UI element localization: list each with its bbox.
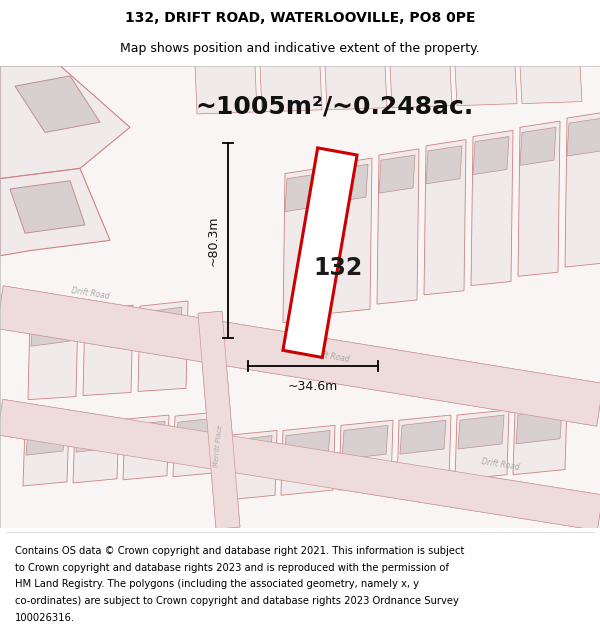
- Text: ~80.3m: ~80.3m: [207, 215, 220, 266]
- Polygon shape: [141, 307, 182, 338]
- Polygon shape: [15, 76, 100, 132]
- Polygon shape: [195, 66, 257, 114]
- Polygon shape: [83, 305, 133, 396]
- Polygon shape: [471, 131, 513, 286]
- Text: Map shows position and indicative extent of the property.: Map shows position and indicative extent…: [120, 42, 480, 55]
- Polygon shape: [520, 66, 582, 104]
- Polygon shape: [73, 418, 119, 483]
- Polygon shape: [516, 410, 562, 444]
- Polygon shape: [332, 164, 368, 202]
- Polygon shape: [28, 309, 78, 399]
- Polygon shape: [284, 431, 330, 464]
- Polygon shape: [455, 410, 509, 480]
- Polygon shape: [123, 415, 169, 480]
- Polygon shape: [518, 121, 560, 276]
- Text: HM Land Registry. The polygons (including the associated geometry, namely x, y: HM Land Registry. The polygons (includin…: [15, 579, 419, 589]
- Polygon shape: [281, 426, 335, 495]
- Polygon shape: [458, 415, 504, 449]
- Text: ~34.6m: ~34.6m: [288, 380, 338, 393]
- Polygon shape: [567, 118, 600, 156]
- Polygon shape: [198, 311, 240, 529]
- Text: Merritt Place: Merritt Place: [213, 424, 223, 468]
- Polygon shape: [176, 418, 215, 446]
- Polygon shape: [138, 301, 188, 391]
- Text: 100026316.: 100026316.: [15, 613, 75, 623]
- Text: Drift Road: Drift Road: [310, 349, 350, 364]
- Polygon shape: [0, 286, 600, 426]
- Polygon shape: [473, 136, 509, 174]
- Polygon shape: [86, 311, 127, 342]
- Polygon shape: [260, 66, 322, 112]
- Polygon shape: [513, 405, 567, 474]
- Polygon shape: [0, 399, 600, 531]
- Text: co-ordinates) are subject to Crown copyright and database rights 2023 Ordnance S: co-ordinates) are subject to Crown copyr…: [15, 596, 459, 606]
- Polygon shape: [342, 426, 388, 459]
- Polygon shape: [26, 428, 65, 455]
- Polygon shape: [339, 420, 393, 490]
- Polygon shape: [330, 158, 372, 313]
- Text: 132, DRIFT ROAD, WATERLOOVILLE, PO8 0PE: 132, DRIFT ROAD, WATERLOOVILLE, PO8 0PE: [125, 11, 475, 26]
- Text: Drift Road: Drift Road: [480, 457, 520, 472]
- Polygon shape: [397, 415, 451, 485]
- Polygon shape: [283, 168, 325, 322]
- Polygon shape: [285, 174, 321, 212]
- Polygon shape: [520, 127, 556, 166]
- Text: ~1005m²/~0.248ac.: ~1005m²/~0.248ac.: [195, 95, 473, 119]
- Polygon shape: [0, 168, 110, 256]
- Polygon shape: [23, 421, 69, 486]
- Text: Contains OS data © Crown copyright and database right 2021. This information is : Contains OS data © Crown copyright and d…: [15, 546, 464, 556]
- Polygon shape: [379, 155, 415, 193]
- Polygon shape: [424, 139, 466, 295]
- Polygon shape: [283, 148, 357, 358]
- Polygon shape: [76, 424, 115, 452]
- Polygon shape: [377, 149, 419, 304]
- Polygon shape: [223, 431, 277, 501]
- Polygon shape: [0, 286, 600, 426]
- Polygon shape: [455, 66, 517, 106]
- Polygon shape: [0, 66, 130, 179]
- Polygon shape: [173, 412, 219, 477]
- Polygon shape: [0, 399, 600, 531]
- Text: Drift Road: Drift Road: [70, 286, 110, 301]
- Polygon shape: [126, 421, 165, 449]
- Polygon shape: [31, 316, 72, 346]
- Polygon shape: [565, 112, 600, 267]
- Text: to Crown copyright and database rights 2023 and is reproduced with the permissio: to Crown copyright and database rights 2…: [15, 562, 449, 572]
- Polygon shape: [400, 420, 446, 454]
- Polygon shape: [390, 66, 452, 108]
- Polygon shape: [325, 66, 387, 110]
- Polygon shape: [426, 146, 462, 184]
- Polygon shape: [226, 436, 272, 469]
- Polygon shape: [198, 311, 240, 529]
- Text: 132: 132: [313, 256, 362, 280]
- Polygon shape: [10, 181, 85, 233]
